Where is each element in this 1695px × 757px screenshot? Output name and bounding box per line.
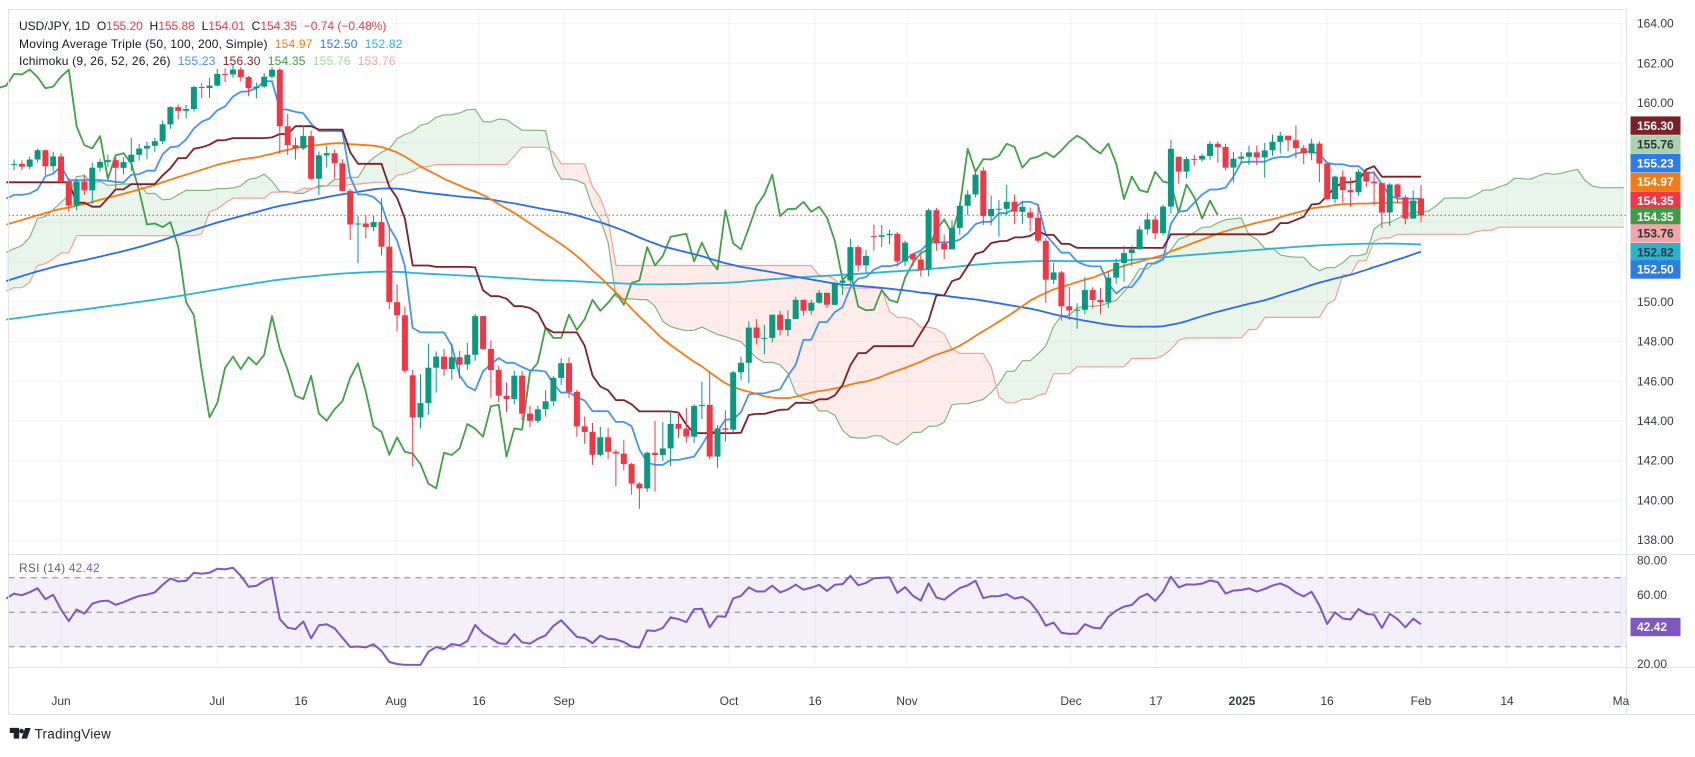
svg-text:Ma: Ma — [1613, 694, 1630, 708]
svg-text:152.50: 152.50 — [1637, 263, 1674, 277]
svg-text:RSI (14) 42.42: RSI (14) 42.42 — [19, 561, 100, 575]
svg-text:2025: 2025 — [1229, 694, 1256, 708]
svg-text:Dec: Dec — [1060, 694, 1081, 708]
svg-text:16: 16 — [294, 694, 308, 708]
svg-text:16: 16 — [472, 694, 486, 708]
svg-text:Jun: Jun — [51, 694, 70, 708]
svg-text:17: 17 — [1149, 694, 1163, 708]
svg-text:TradingView: TradingView — [35, 727, 112, 742]
svg-text:20.00: 20.00 — [1637, 657, 1667, 671]
svg-text:154.35: 154.35 — [1637, 210, 1674, 224]
svg-text:155.23: 155.23 — [1637, 156, 1674, 170]
svg-text:Oct: Oct — [720, 694, 739, 708]
svg-text:160.00: 160.00 — [1637, 96, 1674, 110]
svg-text:Jul: Jul — [209, 694, 224, 708]
svg-text:152.82: 152.82 — [1637, 245, 1674, 259]
svg-text:16: 16 — [808, 694, 822, 708]
svg-text:Aug: Aug — [385, 694, 406, 708]
svg-text:Nov: Nov — [896, 694, 917, 708]
svg-text:Ichimoku (9, 26, 52, 26, 26): Ichimoku (9, 26, 52, 26, 26) 155.23 156.… — [19, 54, 396, 68]
svg-text:USD/JPY, 1D O155.20 H155.88: USD/JPY, 1D O155.20 H155.88 L154.01 C154… — [19, 19, 386, 33]
svg-text:144.00: 144.00 — [1637, 414, 1674, 428]
svg-text:155.76: 155.76 — [1637, 138, 1674, 152]
svg-text:Moving Average Triple (50, 100: Moving Average Triple (50, 100, 200, Sim… — [19, 37, 403, 51]
svg-text:164.00: 164.00 — [1637, 17, 1674, 31]
svg-text:Sep: Sep — [553, 694, 575, 708]
svg-text:138.00: 138.00 — [1637, 533, 1674, 547]
svg-text:150.00: 150.00 — [1637, 295, 1674, 309]
svg-text:154.97: 154.97 — [1637, 175, 1674, 189]
svg-text:154.35: 154.35 — [1637, 194, 1674, 208]
svg-text:146.00: 146.00 — [1637, 374, 1674, 388]
svg-text:80.00: 80.00 — [1637, 553, 1667, 567]
svg-text:142.00: 142.00 — [1637, 454, 1674, 468]
svg-text:140.00: 140.00 — [1637, 494, 1674, 508]
svg-text:14: 14 — [1500, 694, 1514, 708]
svg-text:42.42: 42.42 — [1637, 620, 1667, 634]
svg-text:60.00: 60.00 — [1637, 588, 1667, 602]
svg-text:Feb: Feb — [1411, 694, 1432, 708]
svg-text:16: 16 — [1320, 694, 1334, 708]
svg-text:153.76: 153.76 — [1637, 227, 1674, 241]
svg-text:156.30: 156.30 — [1637, 119, 1674, 133]
svg-text:162.00: 162.00 — [1637, 56, 1674, 70]
svg-text:148.00: 148.00 — [1637, 335, 1674, 349]
